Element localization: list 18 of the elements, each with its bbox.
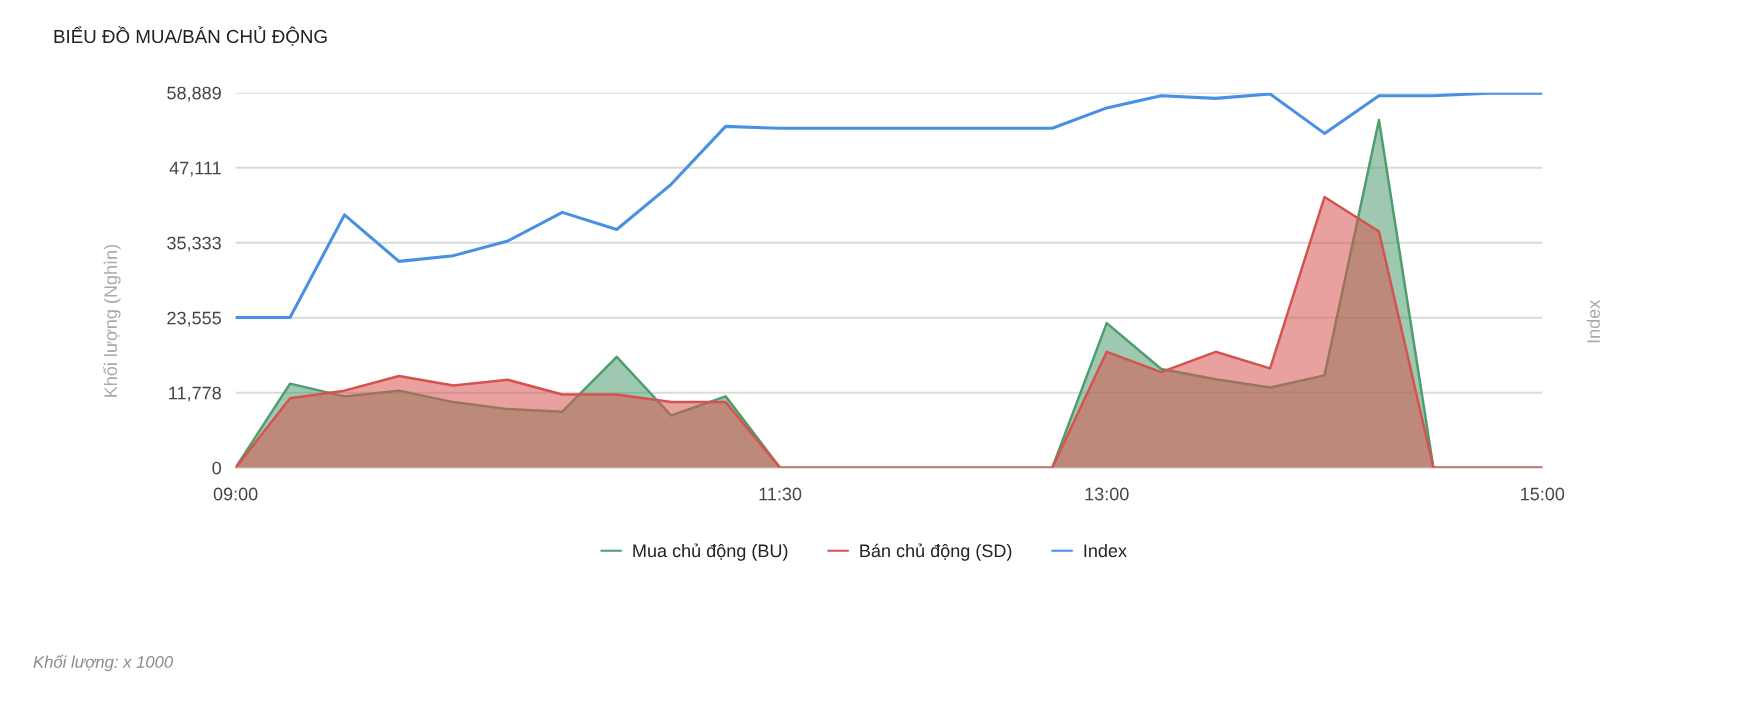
line-series bbox=[235, 92, 1543, 319]
y-tick-label: 35,333 bbox=[167, 236, 221, 252]
text: Khối lượng: x 1000 bbox=[33, 654, 174, 672]
legend-label: Mua chủ động (BU) bbox=[633, 543, 788, 561]
y-tick-label: 0 bbox=[212, 461, 222, 475]
y2-axis-title: Index bbox=[1586, 299, 1600, 343]
y-axis-title: Khối lượng (Nghìn) bbox=[102, 244, 121, 397]
y-tick-label: 58,889 bbox=[167, 86, 221, 102]
chart-title: BIỂU ĐỒ MUA/BÁN CHỦ ĐỘNG bbox=[54, 26, 327, 46]
x-tick-label: 11:30 bbox=[759, 487, 802, 501]
y-tick-label: 23,555 bbox=[167, 311, 221, 327]
y-tick-label: 11,778 bbox=[169, 386, 221, 402]
x-tick-label: 15:00 bbox=[1521, 487, 1565, 501]
legend-label: Bán chủ động (SD) bbox=[860, 543, 1012, 561]
x-tick-label: 13:00 bbox=[1085, 487, 1129, 501]
x-tick-label: 09:00 bbox=[213, 487, 258, 501]
y-tick-label: 47,111 bbox=[169, 161, 221, 177]
legend-label: Index bbox=[1084, 543, 1127, 558]
